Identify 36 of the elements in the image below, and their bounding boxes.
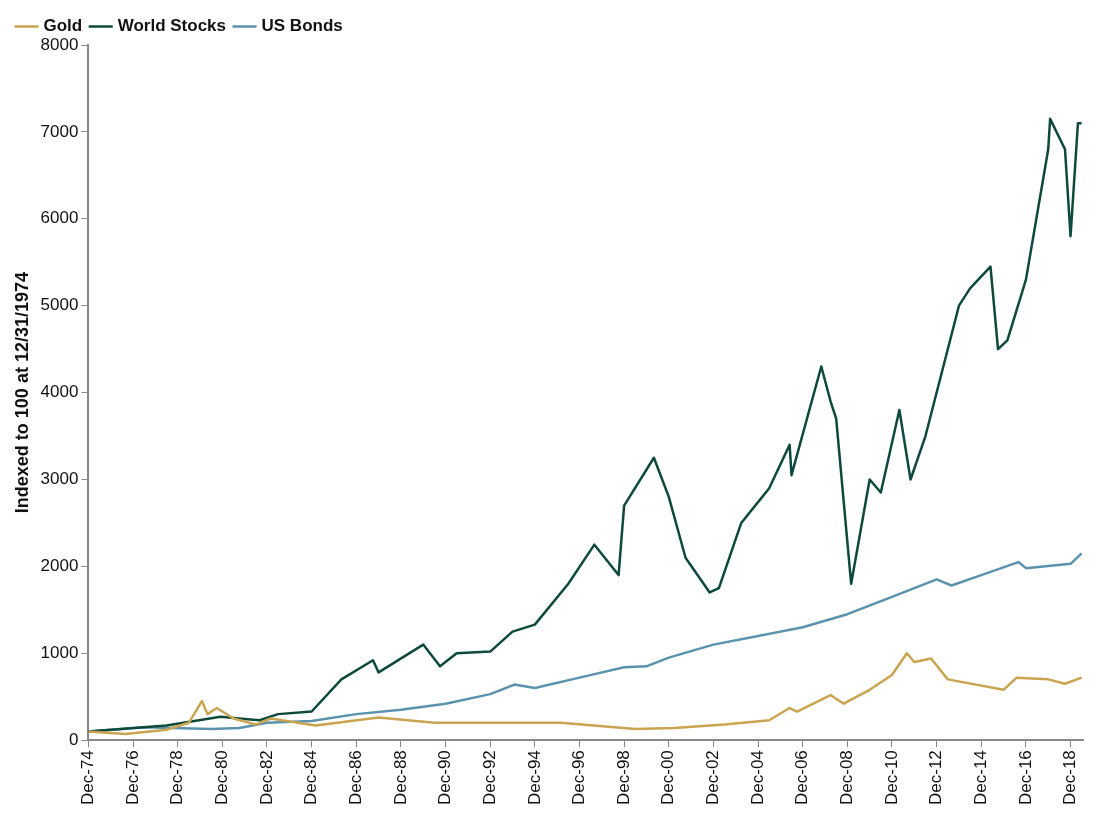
legend-label: US Bonds: [261, 16, 343, 36]
x-tick-label: Dec-86: [345, 750, 365, 806]
y-tick-label: 1000: [40, 642, 79, 662]
x-tick-label: Dec-88: [390, 750, 410, 806]
x-tick-label: Dec-14: [970, 750, 990, 806]
x-tick-label: Dec-80: [212, 750, 232, 806]
x-tick-label: Dec-96: [569, 750, 589, 806]
x-tick-label: Dec-78: [167, 750, 187, 806]
x-tick-label: Dec-76: [122, 750, 142, 806]
x-tick-label: Dec-12: [926, 750, 946, 806]
y-tick-label: 7000: [40, 121, 79, 141]
x-tick-label: Dec-06: [792, 750, 812, 806]
y-tick-label: 6000: [40, 208, 79, 228]
y-tick-label: 2000: [40, 556, 79, 576]
y-tick-label: 0: [68, 729, 79, 749]
legend-label: Gold: [43, 16, 83, 36]
x-tick-label: Dec-74: [78, 750, 98, 806]
x-tick-label: Dec-16: [1015, 750, 1035, 806]
y-tick-label: 4000: [40, 382, 79, 402]
x-tick-label: Dec-04: [747, 750, 767, 806]
x-tick-label: Dec-00: [658, 750, 678, 806]
y-axis-title: Indexed to 100 at 12/31/1974: [11, 272, 32, 514]
x-tick-label: Dec-18: [1060, 750, 1080, 806]
x-tick-label: Dec-92: [479, 750, 499, 806]
y-tick-label: 3000: [40, 469, 79, 489]
x-tick-label: Dec-02: [703, 750, 723, 806]
x-tick-label: Dec-84: [301, 750, 321, 806]
y-tick-label: 5000: [40, 295, 79, 315]
y-tick-label: 8000: [40, 34, 79, 54]
x-tick-label: Dec-94: [524, 750, 544, 806]
x-tick-label: Dec-08: [837, 750, 857, 806]
x-tick-label: Dec-82: [256, 750, 276, 806]
x-tick-label: Dec-90: [435, 750, 455, 806]
x-tick-label: Dec-10: [881, 750, 901, 806]
legend-label: World Stocks: [117, 16, 227, 36]
x-tick-label: Dec-98: [613, 750, 633, 806]
